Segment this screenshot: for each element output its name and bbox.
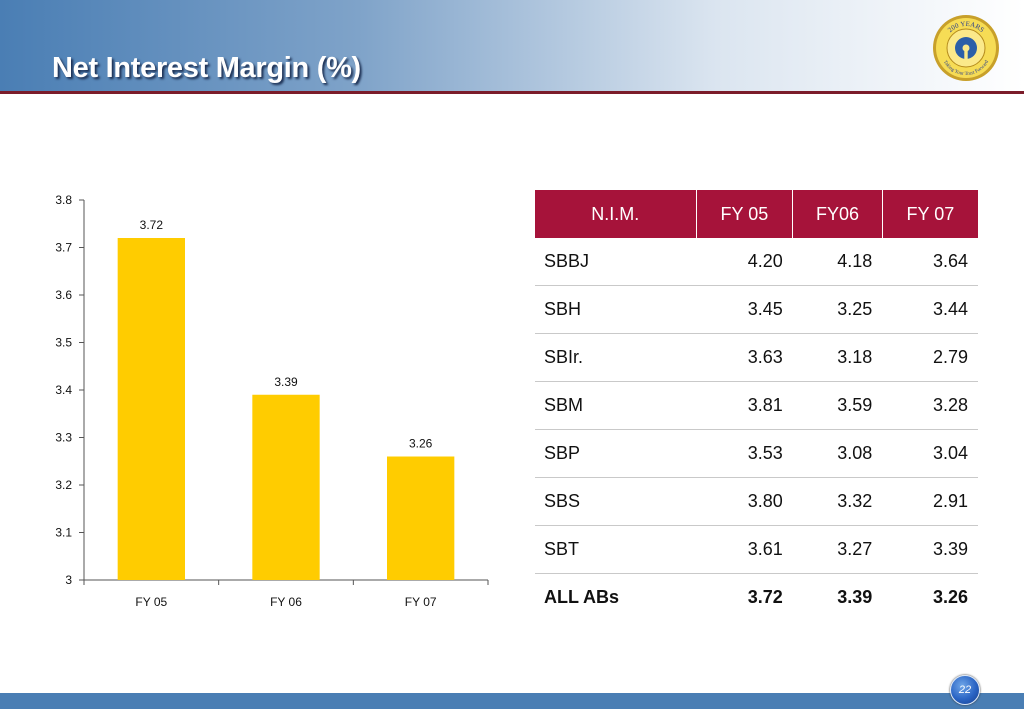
table-cell-bank: SBH bbox=[535, 285, 696, 334]
table-cell-value: 3.26 bbox=[932, 587, 968, 607]
table-cell-value: 3.39 bbox=[882, 525, 978, 574]
footer-bar bbox=[0, 693, 1024, 709]
table-row: SBIr. 3.63 3.18 2.79 bbox=[535, 333, 978, 382]
table-header-fy05: FY 05 bbox=[696, 190, 794, 238]
bank-seal-logo: 200 YEARS Taking Your Trust Forward bbox=[933, 15, 999, 81]
y-tick-label: 3.7 bbox=[55, 241, 72, 255]
nim-table: N.I.M. FY 05 FY06 FY 07 SBBJ 4.20 4.18 3… bbox=[535, 190, 978, 621]
table-cell-bank: SBM bbox=[535, 381, 696, 430]
bar-series: 3.72 3.39 3.26 bbox=[117, 218, 455, 580]
table-header-bank: N.I.M. bbox=[535, 190, 697, 238]
y-tick-label: 3.2 bbox=[55, 478, 72, 492]
table-row: SBM 3.81 3.59 3.28 bbox=[535, 381, 978, 430]
table-cell-value: 2.91 bbox=[882, 477, 978, 526]
table-total-row: ALL ABs 3.72 3.39 3.26 bbox=[535, 574, 978, 622]
table-cell-bank: SBIr. bbox=[535, 333, 696, 382]
bar-value-label: 3.39 bbox=[274, 375, 298, 389]
table-row: SBS 3.80 3.32 2.91 bbox=[535, 477, 978, 526]
table-cell-value: 3.63 bbox=[696, 333, 793, 382]
table-cell-value: 4.20 bbox=[696, 238, 793, 286]
table-cell-value: 4.18 bbox=[792, 238, 883, 286]
table-row: SBT 3.61 3.27 3.39 bbox=[535, 525, 978, 574]
table-header-fy06: FY06 bbox=[792, 190, 883, 238]
y-tick-label: 3.4 bbox=[55, 383, 72, 397]
table-cell-value: 3.81 bbox=[696, 381, 793, 430]
table-cell-value: 3.08 bbox=[792, 429, 883, 478]
page-title: Net Interest Margin (%) bbox=[52, 52, 361, 84]
bar-value-label: 3.26 bbox=[409, 437, 433, 451]
table-cell-value: 3.53 bbox=[696, 429, 793, 478]
header-divider bbox=[0, 91, 1024, 94]
table-cell-bank: SBP bbox=[535, 429, 696, 478]
y-tick-label: 3.6 bbox=[55, 288, 72, 302]
table-cell-value: 3.61 bbox=[696, 525, 793, 574]
table-cell-bank: SBS bbox=[535, 477, 696, 526]
table-cell-value: 3.45 bbox=[696, 285, 793, 334]
y-tick-label: 3.1 bbox=[55, 526, 72, 540]
table-cell-value: 3.59 bbox=[792, 381, 883, 430]
table-cell-value: 3.72 bbox=[747, 587, 783, 607]
table-cell-bank: SBBJ bbox=[535, 238, 696, 286]
table-cell-bank: SBT bbox=[535, 525, 696, 574]
y-tick-label: 3 bbox=[65, 573, 72, 587]
table-cell-value: 3.25 bbox=[792, 285, 883, 334]
table-cell-value: 3.27 bbox=[792, 525, 883, 574]
table-cell-value: 3.44 bbox=[882, 285, 978, 334]
bar bbox=[387, 456, 455, 580]
y-tick-label: 3.5 bbox=[55, 336, 72, 350]
bar bbox=[117, 238, 185, 580]
x-tick-label: FY 06 bbox=[270, 595, 302, 609]
bar bbox=[252, 394, 320, 580]
y-axis: 3 3.1 3.2 3.3 3.4 3.5 3.6 3.7 3.8 bbox=[55, 193, 85, 587]
table-row: SBH 3.45 3.25 3.44 bbox=[535, 285, 978, 334]
table-cell-value: 3.04 bbox=[882, 429, 978, 478]
x-tick-label: FY 07 bbox=[405, 595, 437, 609]
table-row: SBBJ 4.20 4.18 3.64 bbox=[535, 238, 978, 286]
table-cell-value: 3.32 bbox=[792, 477, 883, 526]
table-cell-value: 3.28 bbox=[882, 381, 978, 430]
table-cell-value: 3.39 bbox=[837, 587, 873, 607]
y-tick-label: 3.8 bbox=[55, 193, 72, 207]
table-cell-value: 3.64 bbox=[882, 238, 978, 286]
y-tick-label: 3.3 bbox=[55, 431, 72, 445]
table-header-row: N.I.M. FY 05 FY06 FY 07 bbox=[535, 190, 978, 238]
x-axis: FY 05 FY 06 FY 07 bbox=[83, 579, 489, 609]
x-tick-label: FY 05 bbox=[135, 595, 167, 609]
table-row: SBP 3.53 3.08 3.04 bbox=[535, 429, 978, 478]
page-number-badge: 22 bbox=[950, 675, 980, 705]
table-cell-value: 3.80 bbox=[696, 477, 793, 526]
bar-value-label: 3.72 bbox=[140, 218, 164, 232]
table-cell-value: 2.79 bbox=[882, 333, 978, 382]
table-header-fy07: FY 07 bbox=[882, 190, 978, 238]
header-band bbox=[0, 0, 1024, 92]
table-cell-bank: ALL ABs bbox=[544, 587, 620, 607]
table-cell-value: 3.18 bbox=[792, 333, 883, 382]
